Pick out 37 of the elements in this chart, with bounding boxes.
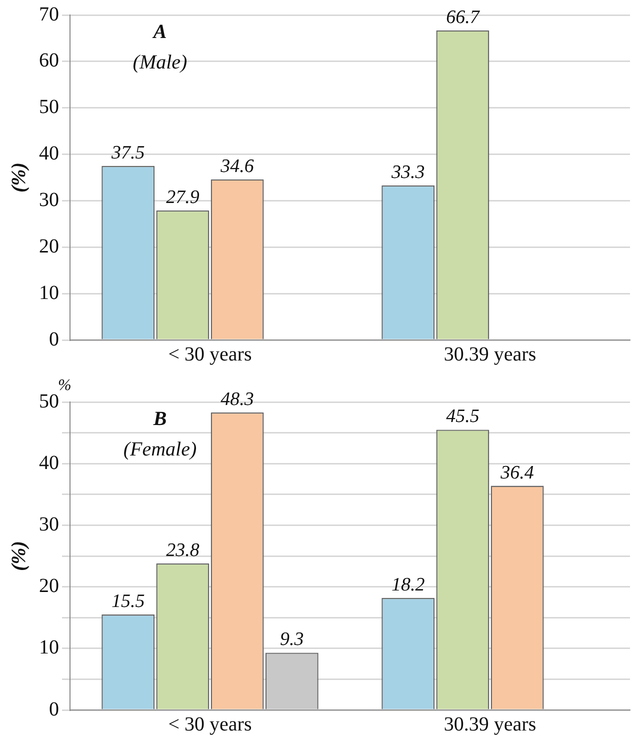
y-tick-label: 0	[49, 328, 59, 350]
data-label: 37.5	[110, 142, 145, 164]
data-label: 34.6	[220, 156, 254, 177]
y-tick-label: 60	[39, 50, 59, 72]
x-tick-label: 30.39 years	[444, 343, 536, 366]
data-label: 36.4	[500, 462, 534, 484]
x-tick-label: 30.39 years	[444, 713, 536, 736]
text: %	[58, 377, 72, 394]
data-label: 48.3	[220, 388, 254, 410]
data-label: 45.5	[446, 406, 480, 428]
data-label: 33.3	[390, 162, 425, 183]
x-tick-label: < 30 years	[168, 343, 252, 366]
y-tick-label: 40	[39, 452, 59, 474]
text: (Female)	[123, 438, 197, 460]
y-tick-label: 0	[49, 698, 59, 720]
y-tick-label: 30	[39, 188, 59, 211]
y-tick-label: 10	[39, 636, 59, 659]
y-tick-label: 30	[39, 513, 59, 536]
chart-title: A	[151, 21, 167, 44]
data-label: 66.7	[446, 6, 481, 28]
y-axis-title: (%)	[8, 162, 30, 192]
y-tick-label: 50	[39, 96, 59, 118]
chart-title: B	[152, 408, 167, 430]
y-tick-label: 10	[39, 282, 59, 304]
text: (Male)	[132, 51, 188, 74]
data-label: 23.8	[166, 540, 200, 561]
y-axis-title: (%)	[8, 541, 30, 571]
x-tick-label: < 30 years	[168, 713, 252, 736]
y-tick-label: 50	[39, 390, 59, 412]
data-label: 27.9	[166, 186, 200, 208]
y-tick-label: 40	[39, 142, 59, 165]
y-tick-label: 70	[39, 3, 59, 26]
data-label: 9.3	[280, 629, 304, 650]
y-tick-label: 20	[39, 235, 59, 258]
data-label: 15.5	[111, 591, 145, 612]
y-tick-label: 20	[39, 575, 59, 598]
data-label: 18.2	[391, 574, 426, 596]
